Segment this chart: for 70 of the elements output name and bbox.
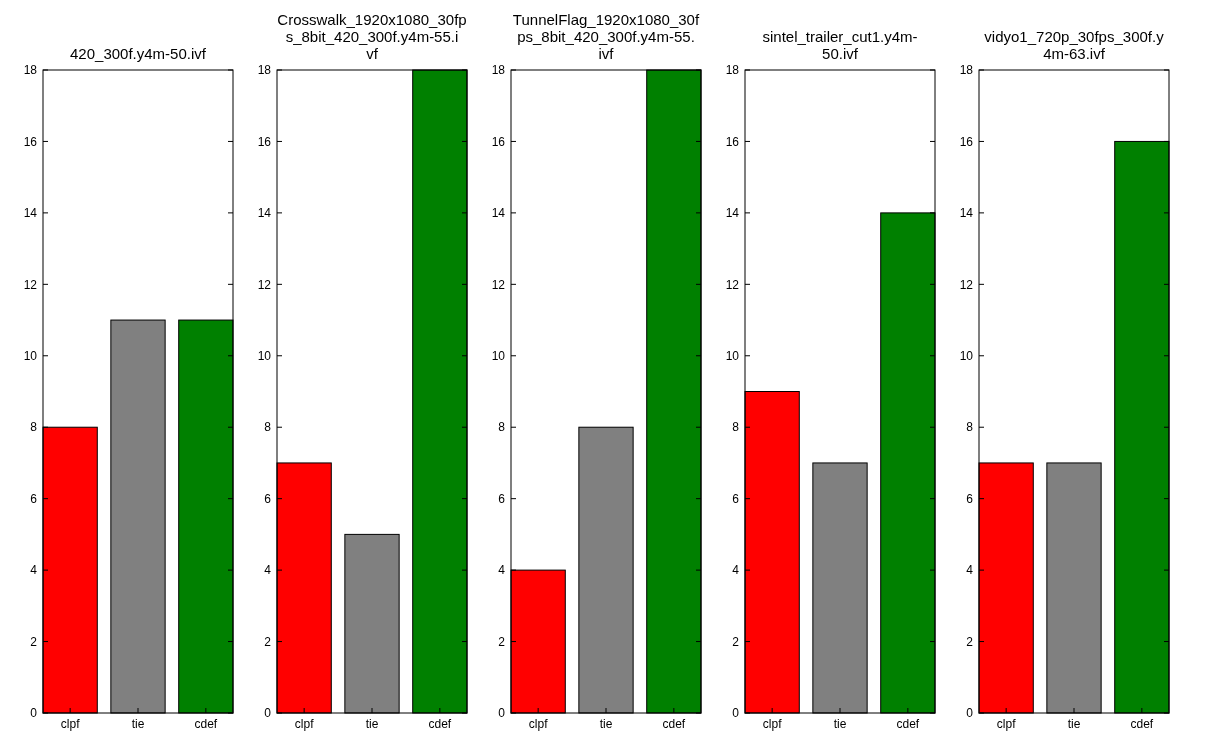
y-tick-label: 6: [966, 491, 974, 506]
y-tick-label: 2: [966, 634, 974, 649]
y-tick-label: 14: [23, 206, 38, 221]
y-tick-label: 16: [725, 134, 740, 149]
y-tick-label: 6: [498, 491, 506, 506]
y-tick-label: 12: [491, 277, 506, 292]
y-tick-label: 16: [959, 134, 974, 149]
y-tick-label: 8: [498, 420, 506, 435]
y-tick-label: 18: [491, 63, 506, 78]
y-tick-label: 14: [959, 206, 974, 221]
chart-title: vidyo1_720p_30fps_300f.y4m-63.ivf: [984, 28, 1165, 62]
y-tick-label: 0: [498, 706, 506, 721]
y-tick-label: 12: [257, 277, 272, 292]
y-tick-label: 0: [966, 706, 974, 721]
y-tick-label: 2: [30, 634, 38, 649]
y-tick-label: 4: [498, 563, 506, 578]
y-tick-label: 2: [732, 634, 740, 649]
y-tick-label: 14: [257, 206, 272, 221]
y-tick-label: 2: [264, 634, 272, 649]
y-tick-label: 8: [264, 420, 272, 435]
y-tick-label: 6: [30, 491, 38, 506]
y-tick-label: 8: [732, 420, 740, 435]
x-tick-label: tie: [599, 717, 613, 731]
x-tick-label: clpf: [294, 717, 315, 731]
x-tick-label: tie: [131, 717, 145, 731]
y-tick-label: 16: [491, 134, 506, 149]
y-tick-label: 4: [30, 563, 38, 578]
x-tick-label: clpf: [762, 717, 783, 731]
y-tick-label: 12: [959, 277, 974, 292]
x-tick-label: cdef: [428, 717, 452, 731]
y-tick-label: 10: [23, 348, 38, 363]
y-tick-label: 12: [725, 277, 740, 292]
chart-title: TunnelFlag_1920x1080_30fps_8bit_420_300f.y4m-55.ivf: [512, 11, 700, 62]
x-tick-label: tie: [365, 717, 379, 731]
x-tick-label: tie: [833, 717, 847, 731]
y-tick-label: 16: [23, 134, 38, 149]
y-tick-label: 18: [257, 63, 272, 78]
x-tick-label: cdef: [1130, 717, 1154, 731]
y-tick-label: 4: [732, 563, 740, 578]
y-tick-label: 0: [264, 706, 272, 721]
y-tick-label: 2: [498, 634, 506, 649]
y-tick-label: 10: [725, 348, 740, 363]
y-tick-label: 10: [491, 348, 506, 363]
chart-title: Crosswalk_1920x1080_30fps_8bit_420_300f.y4m-55.ivf: [277, 11, 467, 62]
chart-title: 420_300f.y4m-50.ivf: [70, 45, 207, 62]
y-tick-label: 6: [264, 491, 272, 506]
y-tick-label: 0: [732, 706, 740, 721]
y-tick-label: 18: [725, 63, 740, 78]
y-tick-label: 8: [966, 420, 974, 435]
y-tick-label: 4: [966, 563, 974, 578]
y-tick-label: 18: [959, 63, 974, 78]
x-tick-label: cdef: [896, 717, 920, 731]
x-tick-label: clpf: [528, 717, 549, 731]
y-tick-label: 10: [257, 348, 272, 363]
y-tick-label: 6: [732, 491, 740, 506]
y-tick-label: 0: [30, 706, 38, 721]
chart-title: sintel_trailer_cut1.y4m-50.ivf: [762, 28, 918, 62]
y-tick-label: 10: [959, 348, 974, 363]
x-tick-label: clpf: [996, 717, 1017, 731]
y-tick-label: 18: [23, 63, 38, 78]
y-tick-label: 14: [725, 206, 740, 221]
x-tick-label: cdef: [662, 717, 686, 731]
y-tick-label: 4: [264, 563, 272, 578]
x-tick-label: cdef: [194, 717, 218, 731]
y-tick-label: 16: [257, 134, 272, 149]
y-tick-label: 14: [491, 206, 506, 221]
y-tick-label: 12: [23, 277, 38, 292]
x-tick-label: tie: [1067, 717, 1081, 731]
y-tick-label: 8: [30, 420, 38, 435]
x-tick-label: clpf: [60, 717, 81, 731]
